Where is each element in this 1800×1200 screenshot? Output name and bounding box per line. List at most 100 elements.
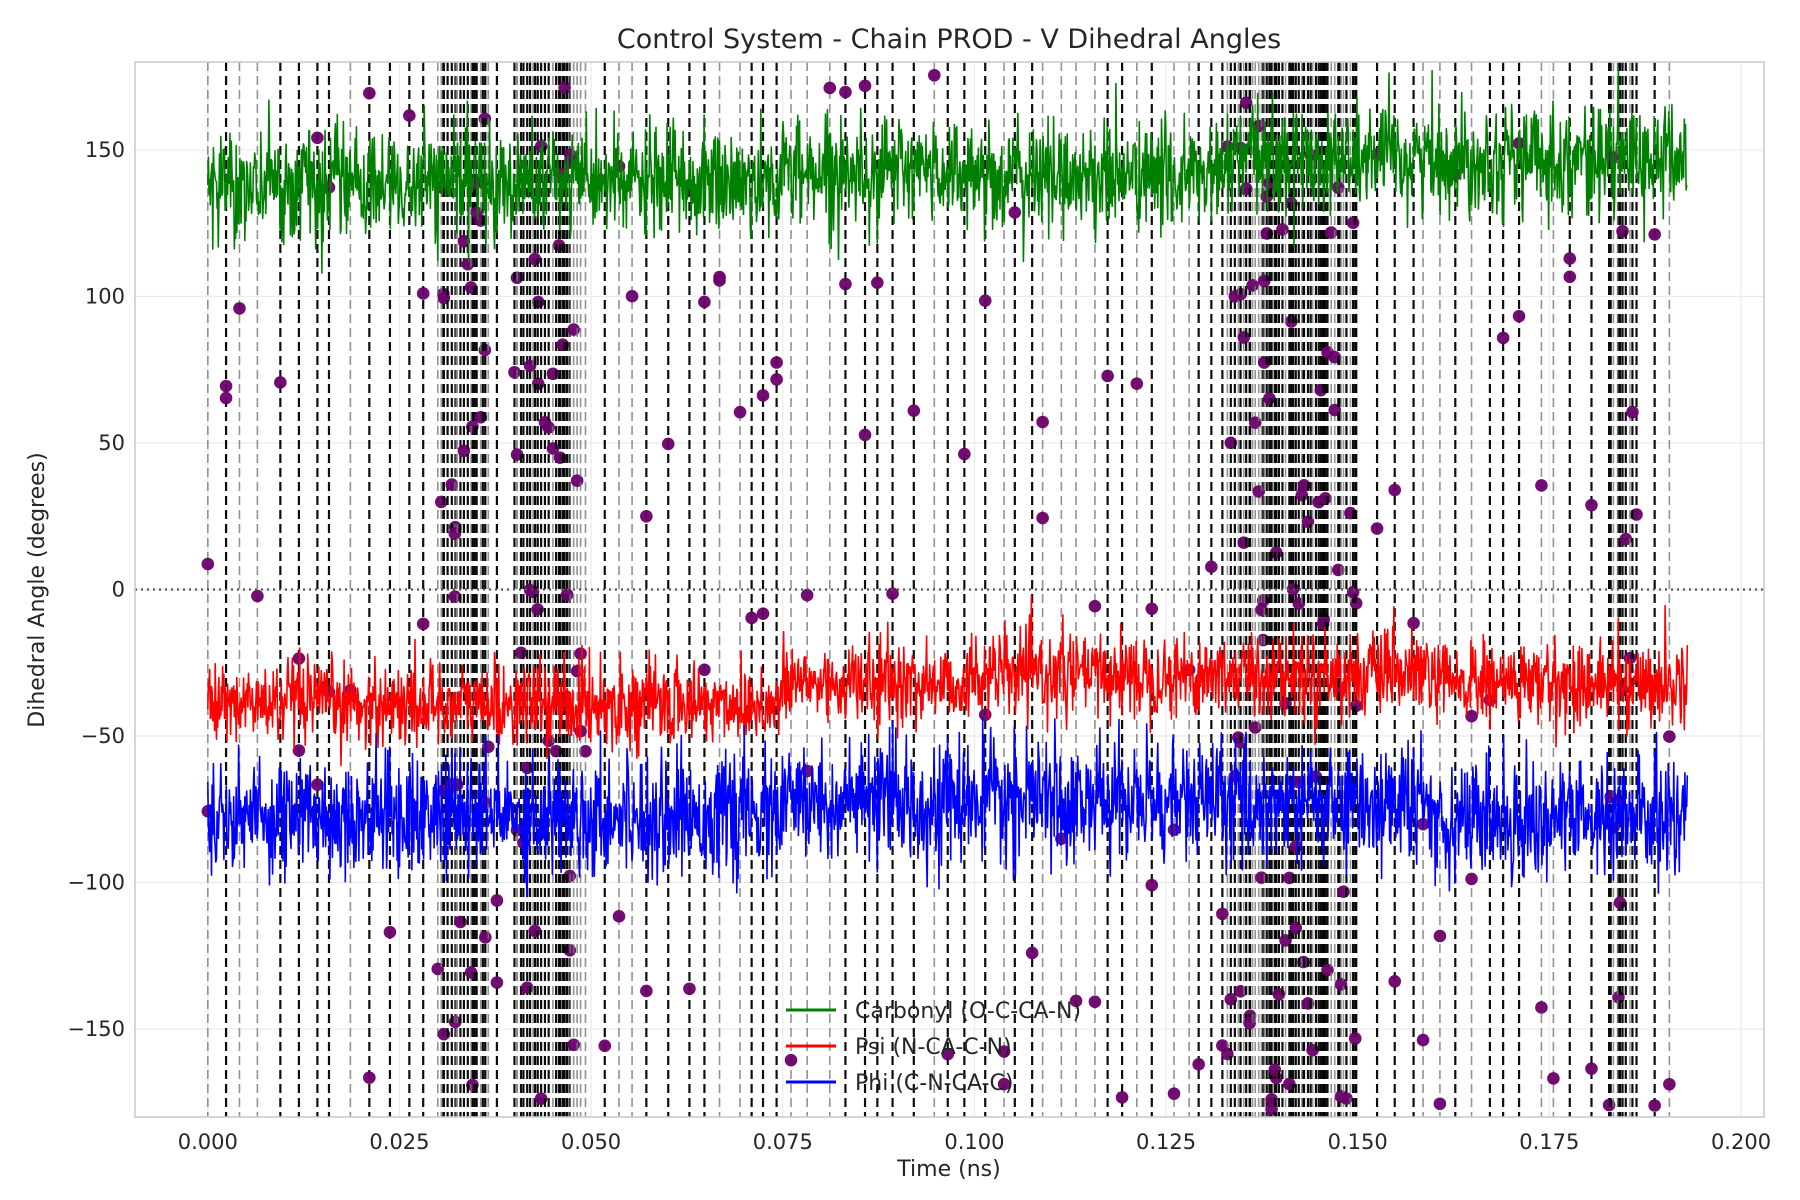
transition-marker-point xyxy=(1284,315,1298,328)
transition-marker-point xyxy=(1496,331,1510,345)
transition-marker-point xyxy=(416,287,430,300)
transition-marker-point xyxy=(363,86,376,100)
x-tick-label: 0.200 xyxy=(1711,1130,1771,1154)
transition-marker-point xyxy=(1648,228,1661,241)
transition-marker-point xyxy=(528,252,542,266)
transition-marker-point xyxy=(1535,479,1548,492)
series-line-psi xyxy=(207,595,1689,767)
transition-marker-point xyxy=(756,607,770,620)
transition-marker-point xyxy=(434,495,448,509)
series-line-carbonyl xyxy=(207,68,1688,274)
x-axis-label: Time (ns) xyxy=(896,1157,1000,1182)
transition-marker-point xyxy=(823,81,837,95)
transition-marker-point xyxy=(886,587,899,601)
transition-marker-point xyxy=(713,270,726,284)
transition-marker-point xyxy=(311,131,324,145)
y-tick-label: 150 xyxy=(85,138,125,162)
chart-title: Control System - Chain PROD - V Dihedral… xyxy=(617,24,1281,55)
transition-marker-point xyxy=(839,85,852,99)
x-tick-label: 0.050 xyxy=(561,1130,621,1154)
transition-marker-point xyxy=(1407,616,1420,630)
transition-marker-point xyxy=(542,734,555,748)
transition-marker-point xyxy=(1319,492,1332,505)
transition-marker-point xyxy=(574,647,587,660)
y-tick-label: 0 xyxy=(112,578,125,602)
transition-marker-point xyxy=(1088,599,1102,613)
transition-marker-point xyxy=(1535,1001,1548,1014)
transition-marker-point xyxy=(1388,483,1402,497)
x-axis-ticks: 0.000 0.025 0.050 0.075 0.100 0.125 0.150 0.175… xyxy=(178,1130,1771,1154)
transition-marker-point xyxy=(745,611,758,625)
y-tick-label: −150 xyxy=(67,1017,125,1041)
transition-marker-point xyxy=(770,373,783,386)
transition-marker-point xyxy=(403,109,416,122)
x-tick-label: 0.075 xyxy=(753,1130,813,1154)
transition-marker-point xyxy=(448,590,462,603)
transition-marker-point xyxy=(1433,1097,1447,1111)
transition-marker-point xyxy=(839,277,852,291)
transition-marker-point xyxy=(1265,1102,1278,1116)
transition-marker-point xyxy=(1216,907,1229,921)
transition-marker-point xyxy=(598,1039,612,1053)
transition-marker-point xyxy=(1433,929,1447,943)
transition-marker-point xyxy=(1346,216,1360,230)
transition-marker-point xyxy=(1243,1016,1256,1030)
transition-marker-point xyxy=(997,1077,1011,1091)
transition-marker-point xyxy=(431,962,445,976)
legend-label-carbonyl: Carbonyl (O-C-CA-N) xyxy=(855,999,1081,1024)
transition-marker-point xyxy=(416,617,430,631)
x-tick-label: 0.125 xyxy=(1136,1130,1196,1154)
transition-marker-point xyxy=(1337,885,1350,898)
transition-marker-point xyxy=(941,1047,955,1061)
transition-marker-point xyxy=(1234,984,1247,998)
transition-marker-point xyxy=(770,356,783,369)
transition-marker-point xyxy=(274,376,287,389)
transition-marker-point xyxy=(1145,602,1159,616)
transition-marker-point xyxy=(1616,224,1629,238)
transition-marker-point xyxy=(1276,223,1289,236)
y-axis-ticks: −150 −100 −50 0 50 100 150 xyxy=(67,138,125,1041)
transition-marker-point xyxy=(1036,511,1049,525)
y-tick-label: 50 xyxy=(98,431,125,455)
transition-marker-point xyxy=(567,1038,580,1052)
transition-marker-point xyxy=(683,982,696,996)
transition-marker-point xyxy=(1248,416,1262,430)
transition-marker-point xyxy=(871,276,884,289)
transition-marker-point xyxy=(978,294,992,307)
transition-marker-point xyxy=(1626,405,1639,419)
transition-marker-point xyxy=(479,931,492,944)
transition-marker-point xyxy=(1008,206,1022,219)
transition-marker-point xyxy=(1602,1098,1616,1112)
transition-marker-point xyxy=(928,68,941,82)
transition-marker-point xyxy=(1547,1072,1560,1085)
transition-marker-point xyxy=(1205,560,1218,574)
transition-markers xyxy=(201,62,1676,1117)
transition-marker-point xyxy=(1130,377,1144,391)
transition-marker-point xyxy=(1145,878,1159,892)
transition-marker-point xyxy=(997,1045,1011,1058)
transition-marker-point xyxy=(1340,1092,1353,1105)
transition-marker-point xyxy=(661,437,675,451)
transition-marker-point xyxy=(978,708,992,722)
transition-marker-point xyxy=(698,295,711,309)
transition-marker-point xyxy=(558,81,571,94)
transition-marker-point xyxy=(858,79,872,93)
transition-marker-point xyxy=(520,981,534,994)
transition-marker-point xyxy=(445,478,459,491)
transition-marker-point xyxy=(219,379,233,393)
transition-marker-point xyxy=(1465,709,1478,723)
transition-marker-point xyxy=(1465,872,1478,886)
transition-marker-point xyxy=(1246,279,1259,292)
transition-marker-point xyxy=(1648,1099,1661,1112)
transition-marker-point xyxy=(858,428,872,442)
transition-marker-point xyxy=(1585,1062,1598,1075)
transition-marker-point xyxy=(1252,485,1266,498)
transition-marker-point xyxy=(1619,532,1633,546)
transition-marker-point xyxy=(1101,369,1114,383)
series-layer xyxy=(207,68,1689,898)
transition-marker-point xyxy=(363,1071,376,1084)
transition-marker-point xyxy=(311,778,324,792)
transition-marker-point xyxy=(508,365,521,379)
